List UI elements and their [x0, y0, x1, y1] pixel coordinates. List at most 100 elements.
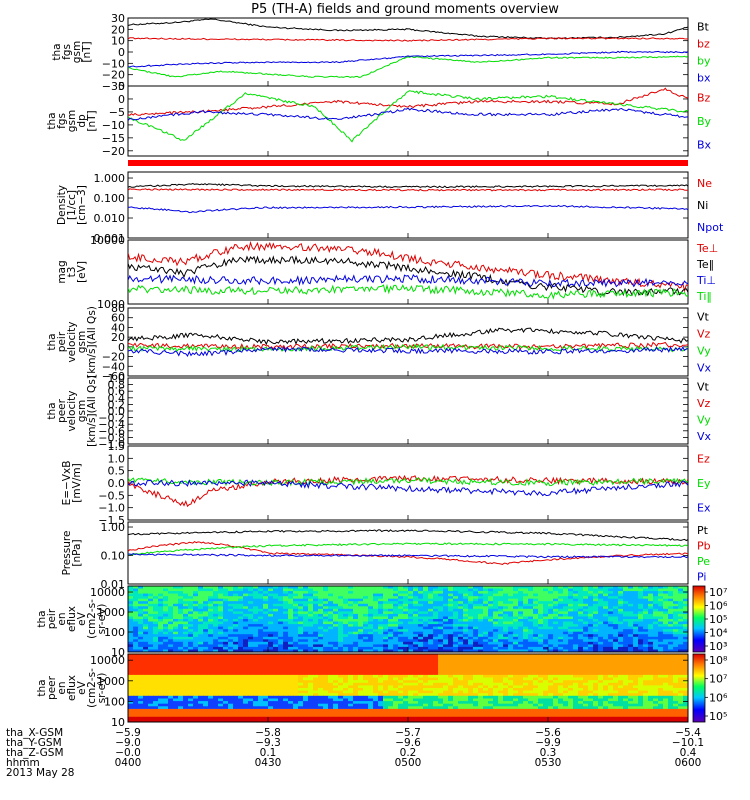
- legend-entry: Vy: [697, 345, 711, 358]
- y-axis-label: peer: [56, 398, 68, 423]
- y-axis-label: t3: [66, 267, 78, 278]
- y-axis-label: eV: [76, 680, 88, 694]
- y-tick-label: −0.5: [98, 489, 125, 502]
- legend-entry: Vt: [697, 311, 710, 324]
- y-tick-label: −1.0: [98, 502, 125, 515]
- y-tick-label: 100: [104, 626, 125, 639]
- y-tick-label: 0.6: [108, 385, 126, 398]
- status-bar: [128, 160, 688, 166]
- y-tick-label: 0.4: [108, 392, 126, 405]
- x-tick-label: 0530: [535, 757, 562, 769]
- y-axis-label: velocity: [66, 321, 78, 362]
- series-line-p4-3: [128, 283, 688, 300]
- legend-entry: bz: [697, 38, 710, 51]
- x-tick-label: 0430: [255, 757, 282, 769]
- y-axis-label: [nPa]: [71, 539, 83, 566]
- x-tick-label: 0.4: [680, 747, 697, 759]
- series-line-p1-2: [128, 55, 688, 78]
- y-tick-label: −1.5: [98, 514, 125, 527]
- y-tick-label: −0.4: [98, 418, 125, 431]
- y-axis-label: en: [56, 681, 68, 694]
- y-axis-label: peir: [46, 608, 58, 629]
- y-tick-label: 1.00: [101, 521, 126, 534]
- y-tick-label: −20: [102, 351, 125, 364]
- y-axis-label: tha: [51, 43, 63, 60]
- y-axis-label: tha: [36, 610, 48, 627]
- legend-entry: Pt: [697, 524, 709, 537]
- series-line-p5-1: [128, 341, 688, 351]
- legend-entry: Vz: [697, 397, 711, 410]
- y-tick-label: 1000: [97, 298, 125, 311]
- series-line-p1-1: [128, 37, 688, 42]
- y-axis-label: eV: [76, 611, 88, 625]
- y-axis-label: fgs: [56, 113, 68, 129]
- y-axis-label: [nT]: [81, 41, 93, 62]
- y-axis-label: [km/s](All Qs): [86, 306, 98, 378]
- y-tick-label: 40: [111, 321, 125, 334]
- y-tick-label: 30: [111, 12, 125, 25]
- x-tick-label: −5.9: [115, 727, 141, 739]
- legend-entry: Ne: [697, 177, 712, 190]
- series-line-p2-0: [128, 87, 688, 116]
- y-tick-label: 0: [118, 93, 125, 106]
- series-line-p2-2: [128, 107, 688, 121]
- y-tick-label: 0: [118, 341, 125, 354]
- y-axis-label: eflux: [66, 675, 78, 701]
- series-line-p1-0: [128, 18, 688, 40]
- y-tick-label: 10: [111, 716, 125, 729]
- legend-entry: Bz: [697, 92, 711, 105]
- y-axis-label: gsm: [66, 110, 78, 132]
- x-tick-label: 0600: [675, 757, 702, 769]
- colorbar-tick-label: 10⁵: [709, 613, 727, 626]
- y-axis-label: mag: [56, 260, 68, 283]
- legend-entry: Pe: [697, 555, 710, 568]
- series-line-p4-0: [128, 240, 688, 293]
- series-line-p1-3: [128, 50, 688, 68]
- legend-entry: Vx: [697, 430, 712, 443]
- series-line-p8-3: [128, 553, 688, 559]
- colorbar-tick-label: 10⁴: [709, 627, 728, 640]
- x-tick-label: −9.6: [395, 737, 421, 749]
- y-axis-label: (cm2-s-: [86, 668, 98, 708]
- y-tick-label: 60: [111, 312, 125, 325]
- legend-entry: Vz: [697, 328, 711, 341]
- panel-p6: 1.00.80.60.40.20.0−0.2−0.4−0.6−0.8−1.0 th…: [46, 372, 712, 451]
- series-line-p5-2: [128, 343, 688, 353]
- panel-p3: 1.000 0.100 0.010 0.001 Density[1/cc][cm−3] N…: [56, 171, 724, 245]
- y-axis-label: peir: [56, 331, 68, 352]
- panel-frame: [127, 377, 689, 445]
- legend-entry: Ti‖: [696, 290, 712, 303]
- y-tick-label: −5: [109, 106, 125, 119]
- y-tick-label: 1.0: [108, 372, 126, 385]
- y-tick-label: −10: [102, 57, 125, 70]
- y-tick-label: 0.001: [94, 232, 126, 245]
- legend-entry: bx: [697, 72, 711, 85]
- y-axis-label: tha: [46, 402, 58, 419]
- x-row-label: tha_Z-GSM: [6, 747, 64, 759]
- x-tick-label: 0.2: [400, 747, 417, 759]
- y-axis-label: [nT]: [86, 110, 98, 131]
- y-tick-label: −20: [102, 69, 125, 82]
- y-tick-label: −0.8: [98, 431, 125, 444]
- x-tick-label: 0400: [115, 757, 142, 769]
- y-axis-label: peer: [46, 675, 58, 700]
- x-tick-label: −5.8: [255, 727, 281, 739]
- y-axis-label: gsm: [76, 331, 88, 353]
- colorbar-tick-label: 10⁶: [709, 600, 728, 613]
- series-line-p3-0: [128, 188, 688, 192]
- x-row-label: tha_X-GSM: [6, 727, 63, 739]
- series-line-p8-0: [128, 529, 688, 542]
- panel-p8: 1.00 0.10 0.01 Pressure[nPa] Pt Pb Pe Pi: [61, 521, 711, 591]
- y-axis-label: dp: [76, 114, 88, 128]
- y-tick-label: −0.2: [98, 412, 125, 425]
- y-tick-label: −0.6: [98, 425, 125, 438]
- spectrogram-p10: [128, 654, 688, 722]
- y-axis-label: eflux: [66, 606, 78, 632]
- y-tick-label: 1.0: [108, 452, 126, 465]
- y-axis-label: en: [56, 612, 68, 625]
- y-axis-label: velocity: [66, 390, 78, 431]
- x-tick-label: −5.7: [395, 727, 421, 739]
- x-row-label: tha_Y-GSM: [6, 737, 62, 749]
